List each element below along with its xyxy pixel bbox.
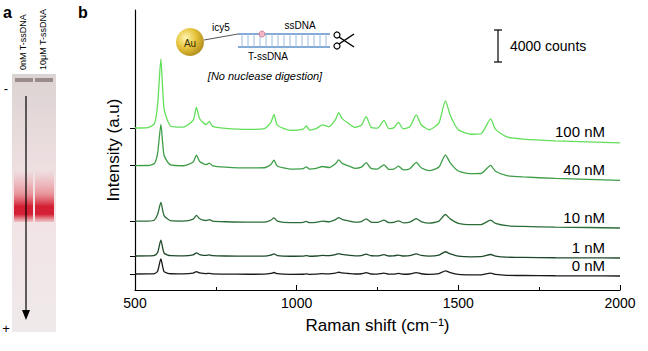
svg-text:T-ssDNA: T-ssDNA — [248, 51, 288, 62]
svg-text:[No nuclease digestion]: [No nuclease digestion] — [207, 70, 323, 82]
svg-text:1500: 1500 — [443, 295, 474, 311]
svg-text:1000: 1000 — [281, 295, 312, 311]
svg-text:1 nM: 1 nM — [572, 239, 605, 256]
svg-text:a: a — [3, 4, 12, 21]
svg-text:500: 500 — [123, 295, 147, 311]
svg-text:ssDNA: ssDNA — [284, 20, 315, 31]
svg-text:10 nM: 10 nM — [563, 209, 605, 226]
svg-text:100 nM: 100 nM — [555, 123, 605, 140]
svg-text:icy5: icy5 — [212, 22, 230, 33]
svg-text:-: - — [4, 81, 8, 96]
svg-text:2000: 2000 — [604, 295, 635, 311]
svg-text:0nM T-ssDNA: 0nM T-ssDNA — [18, 14, 28, 70]
svg-text:40 nM: 40 nM — [563, 161, 605, 178]
svg-text:Raman shift (cm⁻¹): Raman shift (cm⁻¹) — [305, 316, 449, 335]
svg-text:+: + — [2, 321, 10, 336]
svg-text:10μM T-ssDNA: 10μM T-ssDNA — [38, 9, 48, 70]
svg-text:b: b — [78, 4, 88, 21]
svg-text:Au: Au — [184, 38, 196, 49]
svg-text:4000 counts: 4000 counts — [510, 38, 586, 54]
svg-text:Intensity (a.u): Intensity (a.u) — [104, 99, 123, 202]
svg-text:0 nM: 0 nM — [572, 257, 605, 274]
